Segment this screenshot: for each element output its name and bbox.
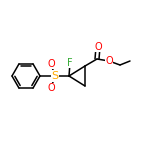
Text: O: O: [47, 59, 55, 69]
Text: S: S: [51, 71, 59, 81]
Text: O: O: [94, 42, 102, 52]
Text: F: F: [67, 58, 73, 68]
Text: O: O: [105, 56, 113, 66]
Text: O: O: [47, 83, 55, 93]
